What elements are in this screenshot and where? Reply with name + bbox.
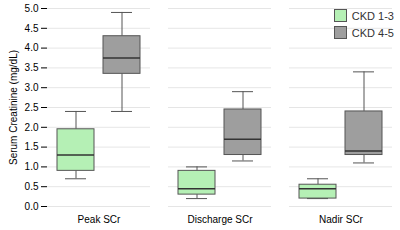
svg-text:Serum Creatinine (mg/dL): Serum Creatinine (mg/dL): [8, 50, 19, 165]
svg-text:4.0: 4.0: [25, 42, 39, 53]
svg-text:0.0: 0.0: [25, 201, 39, 212]
html-text:CKD 1-3: CKD 1-3: [351, 10, 394, 22]
svg-text:3.0: 3.0: [25, 82, 39, 93]
svg-text:Peak SCr: Peak SCr: [78, 214, 121, 225]
svg-text:2.0: 2.0: [25, 122, 39, 133]
svg-text:1.5: 1.5: [25, 141, 39, 152]
html-text:CKD 4-5: CKD 4-5: [351, 27, 394, 39]
svg-text:2.5: 2.5: [25, 102, 39, 113]
svg-text:4.5: 4.5: [25, 23, 39, 34]
svg-text:5.0: 5.0: [25, 3, 39, 14]
svg-text:Nadir SCr: Nadir SCr: [319, 214, 364, 225]
svg-text:1.0: 1.0: [25, 161, 39, 172]
svg-text:0.5: 0.5: [25, 181, 39, 192]
svg-text:Discharge SCr: Discharge SCr: [187, 214, 253, 225]
svg-text:3.5: 3.5: [25, 62, 39, 73]
